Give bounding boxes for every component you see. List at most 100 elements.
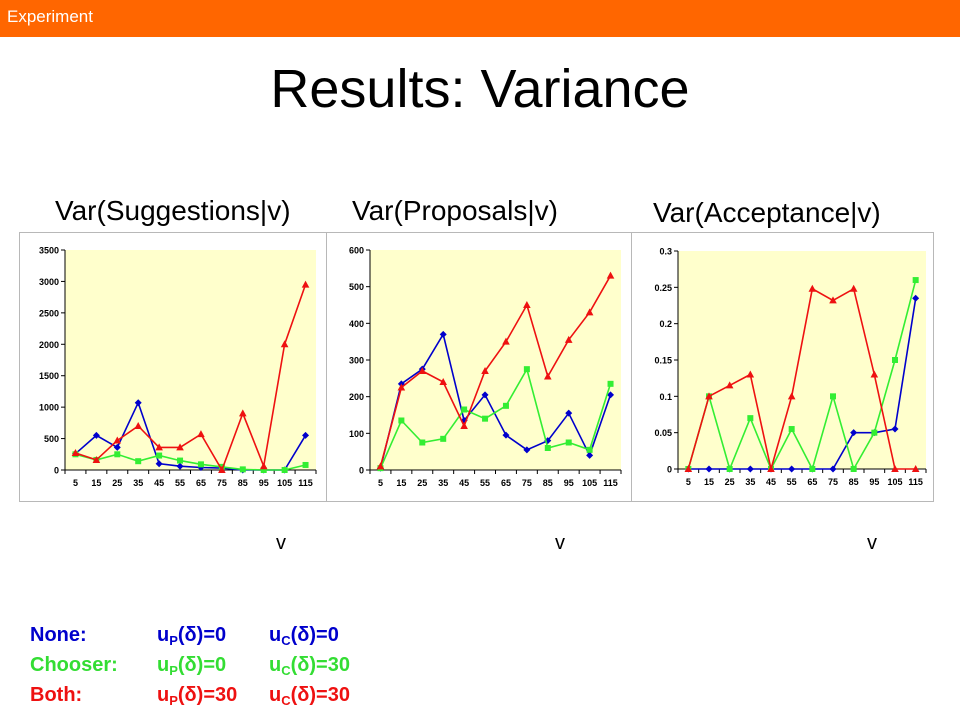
data-point-none [829, 465, 837, 473]
x-tick-label: 55 [175, 478, 185, 488]
x-tick-label: 15 [704, 477, 714, 487]
x-tick-label: 65 [501, 478, 511, 488]
plot-area [678, 251, 926, 469]
data-point-chooser [177, 457, 184, 464]
section-bar: Experiment [0, 0, 960, 37]
x-tick-label: 15 [396, 478, 406, 488]
data-point-chooser [135, 458, 142, 465]
y-tick-label: 1500 [39, 371, 59, 381]
data-point-both [218, 466, 226, 473]
data-point-none [134, 399, 142, 407]
x-tick-label: 95 [259, 478, 269, 488]
x-tick-label: 85 [849, 477, 859, 487]
legend-uc: uC(δ)=30 [269, 654, 350, 678]
data-point-chooser [114, 451, 121, 458]
y-tick-label: 100 [349, 429, 364, 439]
chart-panel-acceptance: 0 0.05 0.1 0.15 0.2 0.25 0.3 5 15 25 35 45 55 65 75 85 9… [631, 232, 934, 502]
data-point-none [502, 431, 510, 439]
data-point-chooser [586, 446, 593, 453]
x-tick-label: 25 [112, 478, 122, 488]
data-point-chooser [482, 415, 489, 422]
data-point-none [746, 465, 754, 473]
x-tick-label: 55 [480, 478, 490, 488]
data-point-both [870, 370, 879, 378]
x-tick-label: 15 [91, 478, 101, 488]
data-point-both [280, 340, 289, 348]
chart-panel-suggestions: 0 500 1000 1500 2000 2500 3000 3500 5 15 25 35 45 55 6… [19, 232, 328, 502]
data-point-chooser [788, 426, 795, 433]
y-tick-label: 0.3 [659, 247, 672, 257]
x-tick-label: 5 [686, 477, 691, 487]
data-point-none [302, 431, 310, 439]
data-point-both [134, 422, 143, 429]
data-point-both [301, 280, 310, 288]
data-point-both [502, 337, 510, 345]
y-tick-label: 200 [349, 392, 364, 402]
data-point-chooser [419, 439, 426, 446]
data-point-chooser [398, 417, 405, 424]
y-tick-label: 1000 [39, 403, 59, 413]
legend-up: uP(δ)=0 [157, 624, 227, 648]
data-point-both [481, 367, 489, 374]
x-tick-label: 35 [745, 477, 755, 487]
x-tick-label: 35 [438, 478, 448, 488]
data-point-both [705, 392, 713, 400]
data-point-both [564, 335, 573, 343]
data-point-chooser [502, 402, 509, 409]
data-point-none [607, 391, 615, 399]
data-point-both [543, 372, 552, 380]
data-point-both [911, 465, 920, 472]
data-point-both [460, 422, 468, 429]
data-point-both [238, 409, 247, 417]
x-tick-label: 95 [869, 477, 879, 487]
x-tick-label: 105 [887, 477, 902, 487]
data-point-both [684, 465, 693, 472]
data-point-chooser [197, 461, 204, 468]
y-tick-label: 0.2 [659, 319, 672, 329]
data-point-chooser [544, 445, 551, 451]
x-tick-label: 45 [766, 477, 776, 487]
y-tick-label: 2500 [39, 308, 59, 318]
legend-uc: uC(δ)=30 [269, 684, 350, 708]
data-point-both [829, 296, 837, 304]
chart-title-proposals: Var(Proposals|v) [352, 195, 558, 226]
data-point-chooser [912, 277, 919, 284]
data-point-none [912, 294, 920, 302]
chart-suggestions: 0 500 1000 1500 2000 2500 3000 3500 5 15 25 35 45 55 6… [39, 246, 317, 488]
data-point-chooser [809, 466, 816, 472]
y-tick-label: 0 [359, 466, 364, 476]
x-tick-label: 75 [828, 477, 838, 487]
data-point-none [565, 409, 573, 417]
data-point-both [176, 443, 184, 451]
y-tick-label: 0 [54, 466, 59, 476]
series-line-chooser [75, 453, 306, 471]
data-point-both [746, 370, 755, 378]
data-point-chooser [302, 461, 309, 468]
legend-uc: uC(δ)=0 [269, 624, 339, 648]
data-point-chooser [461, 406, 468, 413]
x-tick-label: 45 [459, 478, 469, 488]
x-tick-label: 85 [543, 478, 553, 488]
data-point-chooser [830, 393, 836, 400]
chart-title-acceptance: Var(Acceptance|v) [653, 197, 881, 228]
y-tick-label: 0 [667, 465, 672, 475]
x-tick-label: 115 [298, 478, 313, 488]
x-tick-label: 5 [73, 478, 78, 488]
x-tick-label: 75 [217, 478, 227, 488]
data-point-none [705, 465, 713, 473]
data-point-chooser [156, 452, 163, 459]
data-point-both [259, 462, 268, 470]
legend-up: uP(δ)=0 [157, 654, 227, 678]
y-tick-label: 0.25 [654, 283, 672, 293]
data-point-both [891, 465, 899, 472]
plot-area [370, 250, 621, 470]
data-point-both [787, 392, 796, 400]
x-tick-label: 95 [564, 478, 574, 488]
data-point-none [439, 330, 447, 338]
chart-acceptance: 0 0.05 0.1 0.15 0.2 0.25 0.3 5 15 25 35 45 55 65 75 85 9… [654, 247, 927, 487]
series-line-both [75, 284, 307, 472]
x-axis-label-acceptance: v [867, 532, 877, 554]
x-tick-label: 25 [725, 477, 735, 487]
y-tick-label: 3500 [39, 246, 59, 256]
y-tick-label: 0.05 [654, 428, 672, 438]
